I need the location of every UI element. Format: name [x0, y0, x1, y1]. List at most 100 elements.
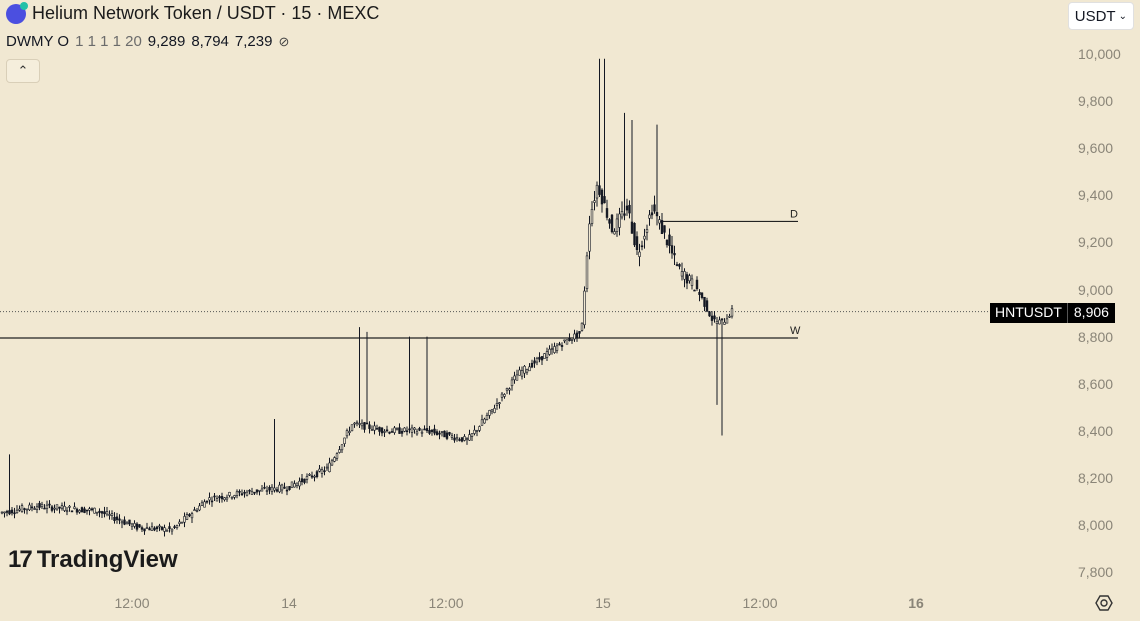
- candle: [455, 433, 459, 442]
- candle: [118, 514, 121, 525]
- candle: [515, 369, 519, 381]
- candle: [200, 500, 204, 507]
- candle: [195, 507, 199, 513]
- eye-off-icon[interactable]: ⊘: [278, 33, 290, 49]
- candle: [348, 426, 351, 436]
- candle: [593, 191, 596, 211]
- candle: [608, 218, 611, 229]
- settings-icon[interactable]: [1095, 594, 1113, 612]
- candle: [585, 251, 589, 293]
- candle: [400, 428, 404, 437]
- candle: [620, 201, 624, 220]
- candle: [595, 181, 599, 207]
- candle: [223, 497, 226, 502]
- candle: [430, 429, 434, 436]
- candle: [558, 341, 561, 346]
- indicator-value-daily: 9,289: [147, 33, 186, 50]
- candle: [468, 429, 471, 441]
- candle: [138, 524, 141, 528]
- candle: [643, 228, 646, 249]
- candle: [273, 419, 276, 493]
- candle: [493, 404, 496, 414]
- candle: [170, 528, 174, 535]
- candle: [240, 489, 244, 496]
- candle: [690, 274, 694, 290]
- candle: [598, 58, 601, 198]
- candle: [355, 420, 359, 427]
- candle: [23, 507, 26, 514]
- candle: [475, 429, 479, 437]
- candle: [340, 444, 344, 453]
- price-chart[interactable]: DW: [0, 0, 1068, 590]
- candle: [270, 484, 274, 495]
- candle: [508, 387, 511, 395]
- candle: [108, 510, 111, 520]
- candle: [255, 489, 259, 495]
- candle: [363, 421, 366, 433]
- candle: [85, 509, 89, 515]
- candle: [68, 505, 71, 512]
- candle: [730, 305, 734, 319]
- candle: [308, 473, 311, 476]
- candle: [48, 500, 51, 509]
- price-tick-label: 8,600: [1078, 375, 1114, 392]
- candle: [148, 526, 151, 531]
- tradingview-logo[interactable]: 17 TradingView: [8, 546, 178, 574]
- time-axis[interactable]: 12:00 14 12:00 15 12:00 16: [0, 590, 1068, 621]
- candle: [395, 427, 399, 431]
- candle: [713, 311, 716, 323]
- candle: [50, 505, 54, 513]
- candle: [10, 507, 14, 516]
- candle: [93, 507, 96, 514]
- candle: [560, 342, 564, 351]
- chart-title[interactable]: Helium Network Token / USDT · 15 · MEXC: [32, 3, 380, 23]
- candle: [665, 239, 669, 248]
- candle: [100, 510, 104, 518]
- candle: [553, 342, 556, 354]
- currency-selector[interactable]: USDT ⌄: [1067, 2, 1134, 30]
- candle: [185, 512, 189, 520]
- candle: [318, 465, 321, 473]
- candle: [120, 519, 124, 529]
- candle: [178, 519, 181, 527]
- candle: [315, 469, 319, 479]
- candle: [105, 507, 109, 517]
- candle: [505, 387, 509, 395]
- price-axis[interactable]: 10,000 9,800 9,600 9,400 9,200 9,000 8,800 8,60…: [1068, 0, 1140, 590]
- candle: [210, 496, 214, 507]
- candle: [710, 311, 714, 326]
- candle: [275, 486, 279, 493]
- candle: [335, 452, 339, 461]
- candle: [165, 528, 169, 532]
- candle: [580, 322, 584, 332]
- indicator-legend[interactable]: DWMY O 1 1 1 1 20 9,289 8,794 7,239 ⊘: [6, 33, 289, 50]
- candle: [333, 456, 336, 463]
- candle: [723, 318, 726, 325]
- candle: [635, 231, 639, 256]
- candle: [55, 504, 59, 511]
- candle: [285, 486, 289, 496]
- collapse-legend-button[interactable]: ⌃: [6, 59, 40, 83]
- candle: [320, 466, 324, 478]
- candle: [168, 522, 171, 533]
- price-tick-label: 8,000: [1078, 517, 1114, 533]
- candle: [15, 505, 19, 514]
- candle: [155, 525, 159, 533]
- candle: [20, 503, 24, 513]
- candle: [180, 521, 184, 524]
- candle: [135, 522, 139, 532]
- candle: [405, 426, 409, 436]
- candle: [65, 507, 69, 516]
- candle: [110, 510, 114, 520]
- candle: [238, 489, 241, 497]
- indicator-name[interactable]: DWMY O: [6, 33, 70, 50]
- candle: [728, 313, 731, 318]
- candle: [443, 430, 446, 438]
- last-price-label: HNTUSDT 8,906: [990, 303, 1115, 323]
- price-tick-label: 9,000: [1078, 281, 1114, 298]
- candle: [278, 481, 281, 494]
- candle: [83, 506, 86, 514]
- candle: [350, 424, 354, 432]
- candle: [420, 428, 424, 437]
- candle: [145, 522, 149, 529]
